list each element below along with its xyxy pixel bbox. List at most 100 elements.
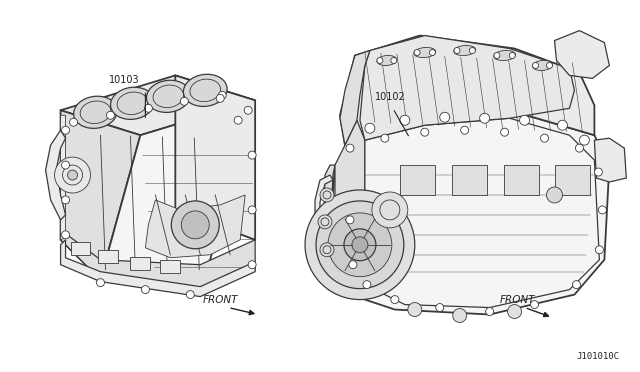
Polygon shape <box>175 76 255 240</box>
Ellipse shape <box>493 51 516 61</box>
Text: J101010C: J101010C <box>577 352 620 361</box>
Circle shape <box>547 187 563 203</box>
Circle shape <box>344 229 376 261</box>
Polygon shape <box>365 118 600 308</box>
Circle shape <box>461 126 468 134</box>
Circle shape <box>408 302 422 317</box>
Circle shape <box>248 151 256 159</box>
Circle shape <box>377 58 383 64</box>
Circle shape <box>363 280 371 289</box>
Text: 10103: 10103 <box>108 76 139 86</box>
Circle shape <box>234 116 242 124</box>
Circle shape <box>372 192 408 228</box>
Polygon shape <box>161 260 180 273</box>
Text: FRONT: FRONT <box>202 295 237 305</box>
Circle shape <box>320 243 334 257</box>
Circle shape <box>68 170 77 180</box>
Circle shape <box>61 231 70 239</box>
Polygon shape <box>335 120 365 285</box>
Polygon shape <box>595 138 627 182</box>
Circle shape <box>598 206 606 214</box>
Circle shape <box>248 261 256 269</box>
Circle shape <box>508 305 522 318</box>
Circle shape <box>70 118 77 126</box>
Polygon shape <box>61 115 65 240</box>
Polygon shape <box>145 195 245 258</box>
Polygon shape <box>330 110 609 314</box>
Polygon shape <box>61 76 255 135</box>
Polygon shape <box>554 31 609 78</box>
Circle shape <box>531 301 538 308</box>
Circle shape <box>547 62 552 68</box>
Circle shape <box>145 104 152 112</box>
Polygon shape <box>340 51 370 145</box>
Circle shape <box>320 188 334 202</box>
Ellipse shape <box>532 60 552 70</box>
Circle shape <box>61 196 70 204</box>
Circle shape <box>172 201 220 249</box>
Circle shape <box>520 115 529 125</box>
Polygon shape <box>131 257 150 270</box>
Circle shape <box>305 190 415 299</box>
Circle shape <box>479 113 490 123</box>
Text: FRONT: FRONT <box>500 295 535 305</box>
Circle shape <box>391 58 397 64</box>
Circle shape <box>486 308 493 315</box>
Ellipse shape <box>414 48 436 58</box>
Circle shape <box>532 62 538 68</box>
Circle shape <box>452 308 467 323</box>
Circle shape <box>218 92 226 99</box>
Ellipse shape <box>377 55 397 65</box>
Circle shape <box>575 144 584 152</box>
Circle shape <box>180 97 188 105</box>
Ellipse shape <box>147 80 190 112</box>
Polygon shape <box>452 165 486 195</box>
Circle shape <box>420 128 429 136</box>
Circle shape <box>186 291 195 299</box>
Circle shape <box>61 126 70 134</box>
Circle shape <box>572 280 580 289</box>
Polygon shape <box>315 175 335 280</box>
Circle shape <box>181 211 209 239</box>
Circle shape <box>244 106 252 114</box>
Circle shape <box>579 135 589 145</box>
Circle shape <box>400 115 410 125</box>
Ellipse shape <box>111 87 154 119</box>
Circle shape <box>494 52 500 58</box>
Polygon shape <box>100 100 255 295</box>
Circle shape <box>346 216 354 224</box>
Polygon shape <box>360 36 575 140</box>
Circle shape <box>391 296 399 304</box>
Ellipse shape <box>454 45 476 55</box>
Polygon shape <box>504 165 538 195</box>
Circle shape <box>216 94 224 102</box>
Circle shape <box>414 49 420 55</box>
Circle shape <box>248 206 256 214</box>
Circle shape <box>141 286 149 294</box>
Circle shape <box>61 161 70 169</box>
Circle shape <box>365 123 375 133</box>
Circle shape <box>349 261 357 269</box>
Polygon shape <box>61 230 255 295</box>
Circle shape <box>328 213 392 277</box>
Text: 10102: 10102 <box>375 92 406 102</box>
Circle shape <box>381 134 389 142</box>
Polygon shape <box>340 36 595 145</box>
Circle shape <box>318 215 332 229</box>
Polygon shape <box>400 165 435 195</box>
Circle shape <box>380 200 400 220</box>
Polygon shape <box>99 250 118 263</box>
Circle shape <box>500 128 509 136</box>
Circle shape <box>557 120 568 130</box>
Circle shape <box>106 111 115 119</box>
Circle shape <box>352 237 368 253</box>
Circle shape <box>469 48 476 54</box>
Circle shape <box>509 52 515 58</box>
Polygon shape <box>323 165 335 290</box>
Circle shape <box>440 112 450 122</box>
Polygon shape <box>61 240 255 296</box>
Ellipse shape <box>184 74 227 106</box>
Circle shape <box>54 157 90 193</box>
Ellipse shape <box>74 96 117 128</box>
Circle shape <box>454 48 460 54</box>
